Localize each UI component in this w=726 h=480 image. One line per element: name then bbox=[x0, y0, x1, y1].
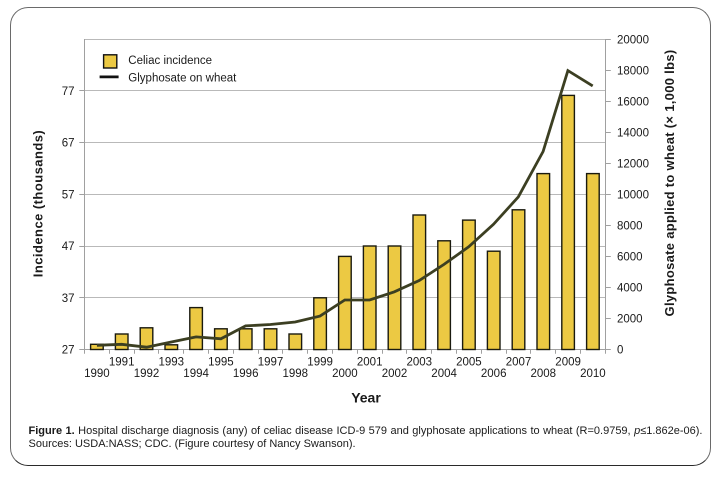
svg-text:1995: 1995 bbox=[208, 357, 234, 369]
svg-text:1999: 1999 bbox=[307, 357, 333, 369]
svg-text:37: 37 bbox=[62, 293, 75, 305]
svg-text:Celiac incidence: Celiac incidence bbox=[128, 55, 212, 67]
svg-text:6000: 6000 bbox=[617, 252, 643, 264]
svg-text:20000: 20000 bbox=[617, 35, 649, 47]
svg-text:18000: 18000 bbox=[617, 66, 649, 78]
svg-text:47: 47 bbox=[62, 241, 75, 253]
svg-text:Incidence (thousands): Incidence (thousands) bbox=[31, 130, 46, 277]
svg-text:2010: 2010 bbox=[580, 368, 606, 380]
svg-text:14000: 14000 bbox=[617, 128, 649, 140]
svg-text:8000: 8000 bbox=[617, 221, 643, 233]
svg-text:1993: 1993 bbox=[159, 357, 185, 369]
svg-text:27: 27 bbox=[62, 345, 75, 357]
svg-text:2009: 2009 bbox=[555, 357, 581, 369]
svg-text:2006: 2006 bbox=[481, 368, 507, 380]
svg-text:1991: 1991 bbox=[109, 357, 135, 369]
svg-text:12000: 12000 bbox=[617, 159, 649, 171]
svg-text:2000: 2000 bbox=[617, 314, 643, 326]
svg-text:2002: 2002 bbox=[382, 368, 408, 380]
svg-text:10000: 10000 bbox=[617, 190, 649, 202]
svg-text:1994: 1994 bbox=[183, 368, 209, 380]
svg-text:1992: 1992 bbox=[134, 368, 160, 380]
svg-text:0: 0 bbox=[617, 345, 623, 357]
svg-text:Year: Year bbox=[351, 390, 381, 406]
svg-text:4000: 4000 bbox=[617, 283, 643, 295]
svg-text:1990: 1990 bbox=[84, 368, 110, 380]
svg-text:67: 67 bbox=[62, 138, 75, 150]
svg-text:2008: 2008 bbox=[531, 368, 557, 380]
svg-text:77: 77 bbox=[62, 86, 75, 98]
svg-text:2001: 2001 bbox=[357, 357, 383, 369]
svg-text:Glyphosate on wheat: Glyphosate on wheat bbox=[128, 73, 237, 85]
svg-text:16000: 16000 bbox=[617, 97, 649, 109]
svg-text:2005: 2005 bbox=[456, 357, 482, 369]
svg-text:2000: 2000 bbox=[332, 368, 358, 380]
svg-text:57: 57 bbox=[62, 189, 75, 201]
svg-text:1998: 1998 bbox=[283, 368, 309, 380]
svg-text:1997: 1997 bbox=[258, 357, 284, 369]
svg-text:2007: 2007 bbox=[506, 357, 532, 369]
svg-text:Glyphosate applied to wheat (×: Glyphosate applied to wheat (× 1,000 lbs… bbox=[662, 50, 677, 317]
svg-text:1996: 1996 bbox=[233, 368, 259, 380]
svg-text:2003: 2003 bbox=[407, 357, 433, 369]
svg-text:2004: 2004 bbox=[431, 368, 457, 380]
